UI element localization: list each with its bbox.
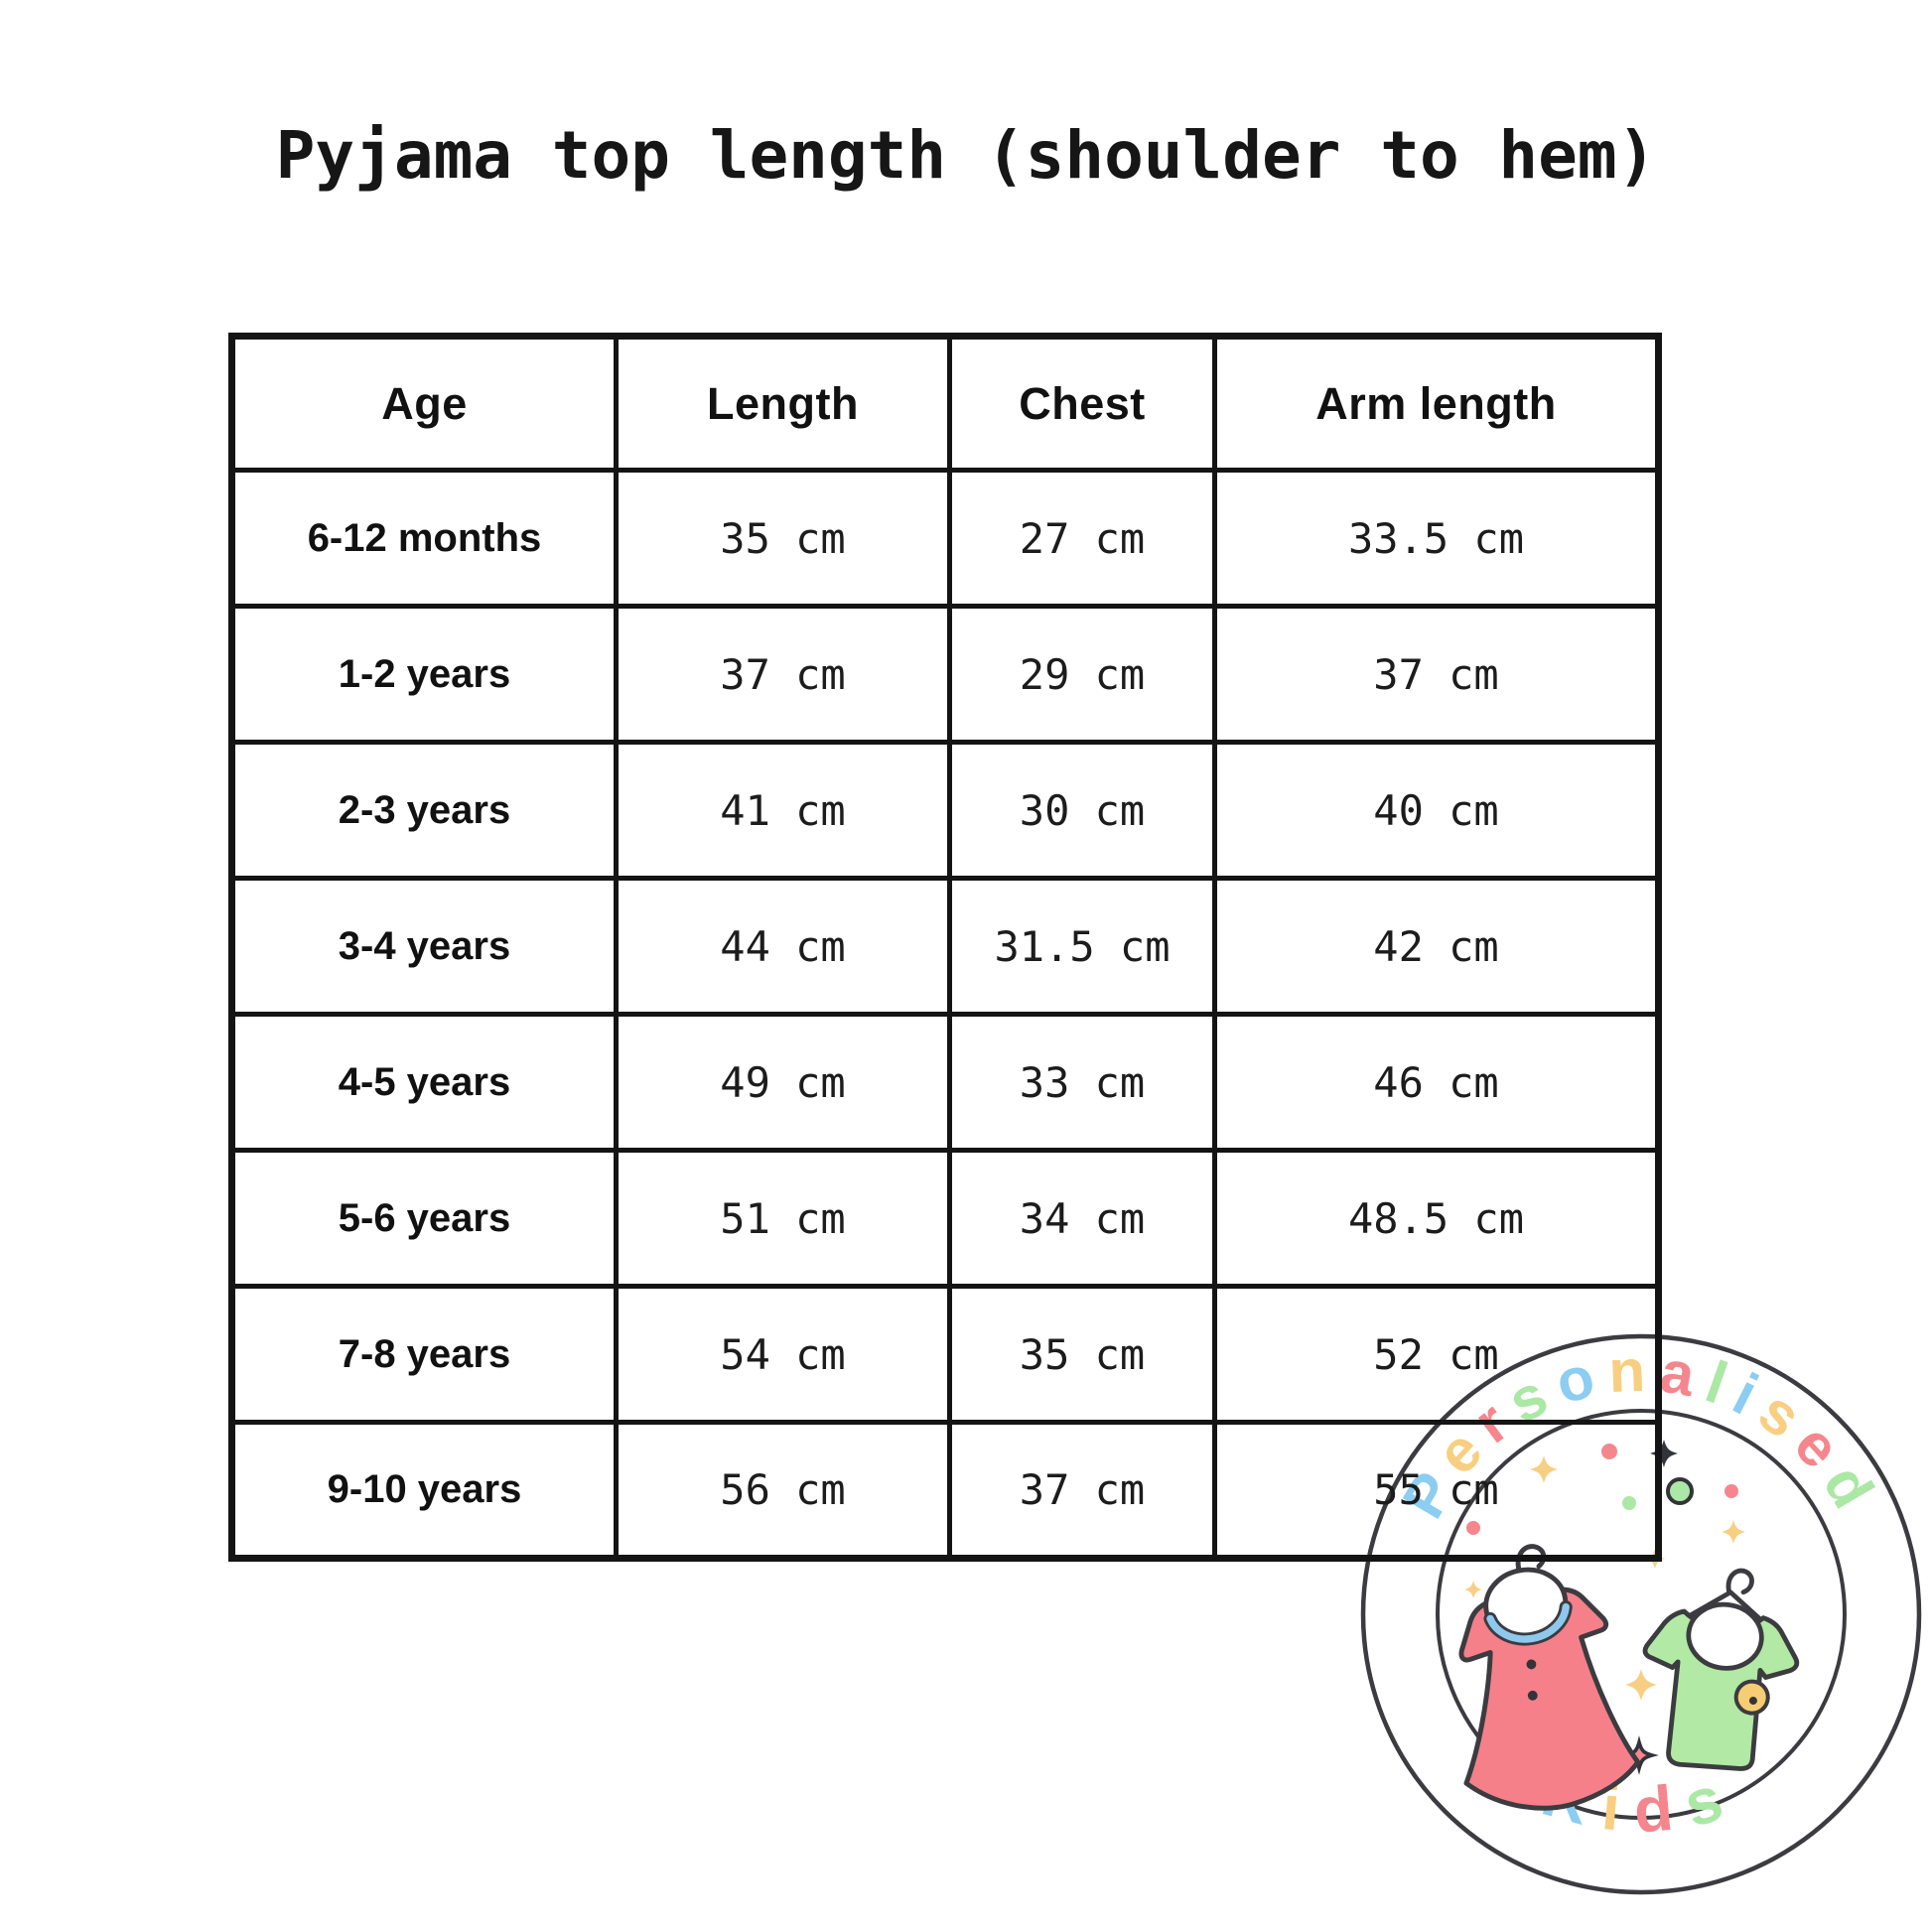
dress-collar-trim xyxy=(1486,1602,1570,1643)
arm-length-cell: 37 cm xyxy=(1212,604,1661,745)
dress-button xyxy=(1526,1659,1537,1670)
sparkle-red-icon xyxy=(1626,1742,1652,1768)
tshirt-pocket xyxy=(1733,1679,1770,1716)
chest-cell: 27 cm xyxy=(947,468,1217,609)
arm-length-cell: 33.5 cm xyxy=(1212,468,1661,609)
sparkle-icon xyxy=(1464,1581,1482,1598)
dress-body xyxy=(1458,1587,1641,1811)
age-cell: 3-4 years xyxy=(229,876,619,1017)
table-row: 6-12 months 35 cm 27 cm 33.5 cm xyxy=(229,468,1661,609)
size-chart-table: Age Length Chest Arm length 6-12 months … xyxy=(228,333,1662,1562)
table-row: 5-6 years 51 cm 34 cm 48.5 cm xyxy=(229,1148,1661,1289)
age-cell: 4-5 years xyxy=(229,1012,619,1153)
tshirt-collar-bib xyxy=(1686,1601,1764,1671)
age-cell: 7-8 years xyxy=(229,1284,619,1425)
table-row: 7-8 years 54 cm 35 cm 52 cm xyxy=(229,1284,1661,1425)
chest-cell: 29 cm xyxy=(947,604,1217,745)
arm-length-cell: 46 cm xyxy=(1212,1012,1661,1153)
length-cell: 41 cm xyxy=(614,740,952,881)
length-cell: 49 cm xyxy=(614,1012,952,1153)
dress-collar-bib xyxy=(1483,1567,1569,1641)
confetti-green-dot xyxy=(1605,1731,1619,1745)
length-cell: 35 cm xyxy=(614,468,952,609)
column-header-age: Age xyxy=(229,334,619,473)
arm-length-cell: 42 cm xyxy=(1212,876,1661,1017)
arm-length-cell: 55 cm xyxy=(1212,1420,1661,1561)
column-header-chest: Chest xyxy=(947,334,1217,473)
logo-arc-text-bottom: Kids xyxy=(1535,1757,1747,1847)
confetti-green-ring xyxy=(1550,1730,1578,1758)
table-row: 4-5 years 49 cm 33 cm 46 cm xyxy=(229,1012,1661,1153)
column-header-length: Length xyxy=(614,334,952,473)
sparkle-icon xyxy=(1722,1520,1745,1544)
dress-hanger xyxy=(1482,1568,1568,1611)
dress-collar-outline xyxy=(1483,1600,1573,1646)
table-row: 9-10 years 56 cm 37 cm 55 cm xyxy=(229,1420,1661,1561)
chest-cell: 34 cm xyxy=(947,1148,1217,1289)
table-row: 2-3 years 41 cm 30 cm 40 cm xyxy=(229,740,1661,881)
tshirt-hanger-hook xyxy=(1725,1568,1754,1598)
table-row: 3-4 years 44 cm 31.5 cm 42 cm xyxy=(229,876,1661,1017)
page-title: Pyjama top length (shoulder to hem) xyxy=(275,117,1657,194)
arm-length-cell: 48.5 cm xyxy=(1212,1148,1661,1289)
length-cell: 54 cm xyxy=(614,1284,952,1425)
chest-cell: 37 cm xyxy=(947,1420,1217,1561)
age-cell: 2-3 years xyxy=(229,740,619,881)
column-header-arm-length: Arm length xyxy=(1212,334,1661,473)
confetti-red-dot xyxy=(1725,1484,1738,1498)
age-cell: 1-2 years xyxy=(229,604,619,745)
chest-cell: 30 cm xyxy=(947,740,1217,881)
arm-length-cell: 52 cm xyxy=(1212,1284,1661,1425)
tshirt-pocket-dot xyxy=(1748,1696,1757,1705)
chest-cell: 33 cm xyxy=(947,1012,1217,1153)
length-cell: 37 cm xyxy=(614,604,952,745)
confetti-red-dot xyxy=(1686,1744,1700,1758)
dress-icon xyxy=(1458,1544,1641,1811)
age-cell: 9-10 years xyxy=(229,1420,619,1561)
tshirt-icon xyxy=(1642,1568,1800,1771)
age-cell: 5-6 years xyxy=(229,1148,619,1289)
dress-button xyxy=(1527,1690,1538,1701)
tshirt-hanger xyxy=(1687,1589,1768,1626)
chest-cell: 31.5 cm xyxy=(947,876,1217,1017)
table-header-row: Age Length Chest Arm length xyxy=(229,334,1661,473)
tshirt-body xyxy=(1642,1608,1800,1771)
length-cell: 51 cm xyxy=(614,1148,952,1289)
age-cell: 6-12 months xyxy=(229,468,619,609)
table-row: 1-2 years 37 cm 29 cm 37 cm xyxy=(229,604,1661,745)
length-cell: 56 cm xyxy=(614,1420,952,1561)
chest-cell: 35 cm xyxy=(947,1284,1217,1425)
sparkle-icon xyxy=(1625,1669,1657,1701)
length-cell: 44 cm xyxy=(614,876,952,1017)
arm-length-cell: 40 cm xyxy=(1212,740,1661,881)
confetti-green-ring xyxy=(1666,1477,1694,1505)
